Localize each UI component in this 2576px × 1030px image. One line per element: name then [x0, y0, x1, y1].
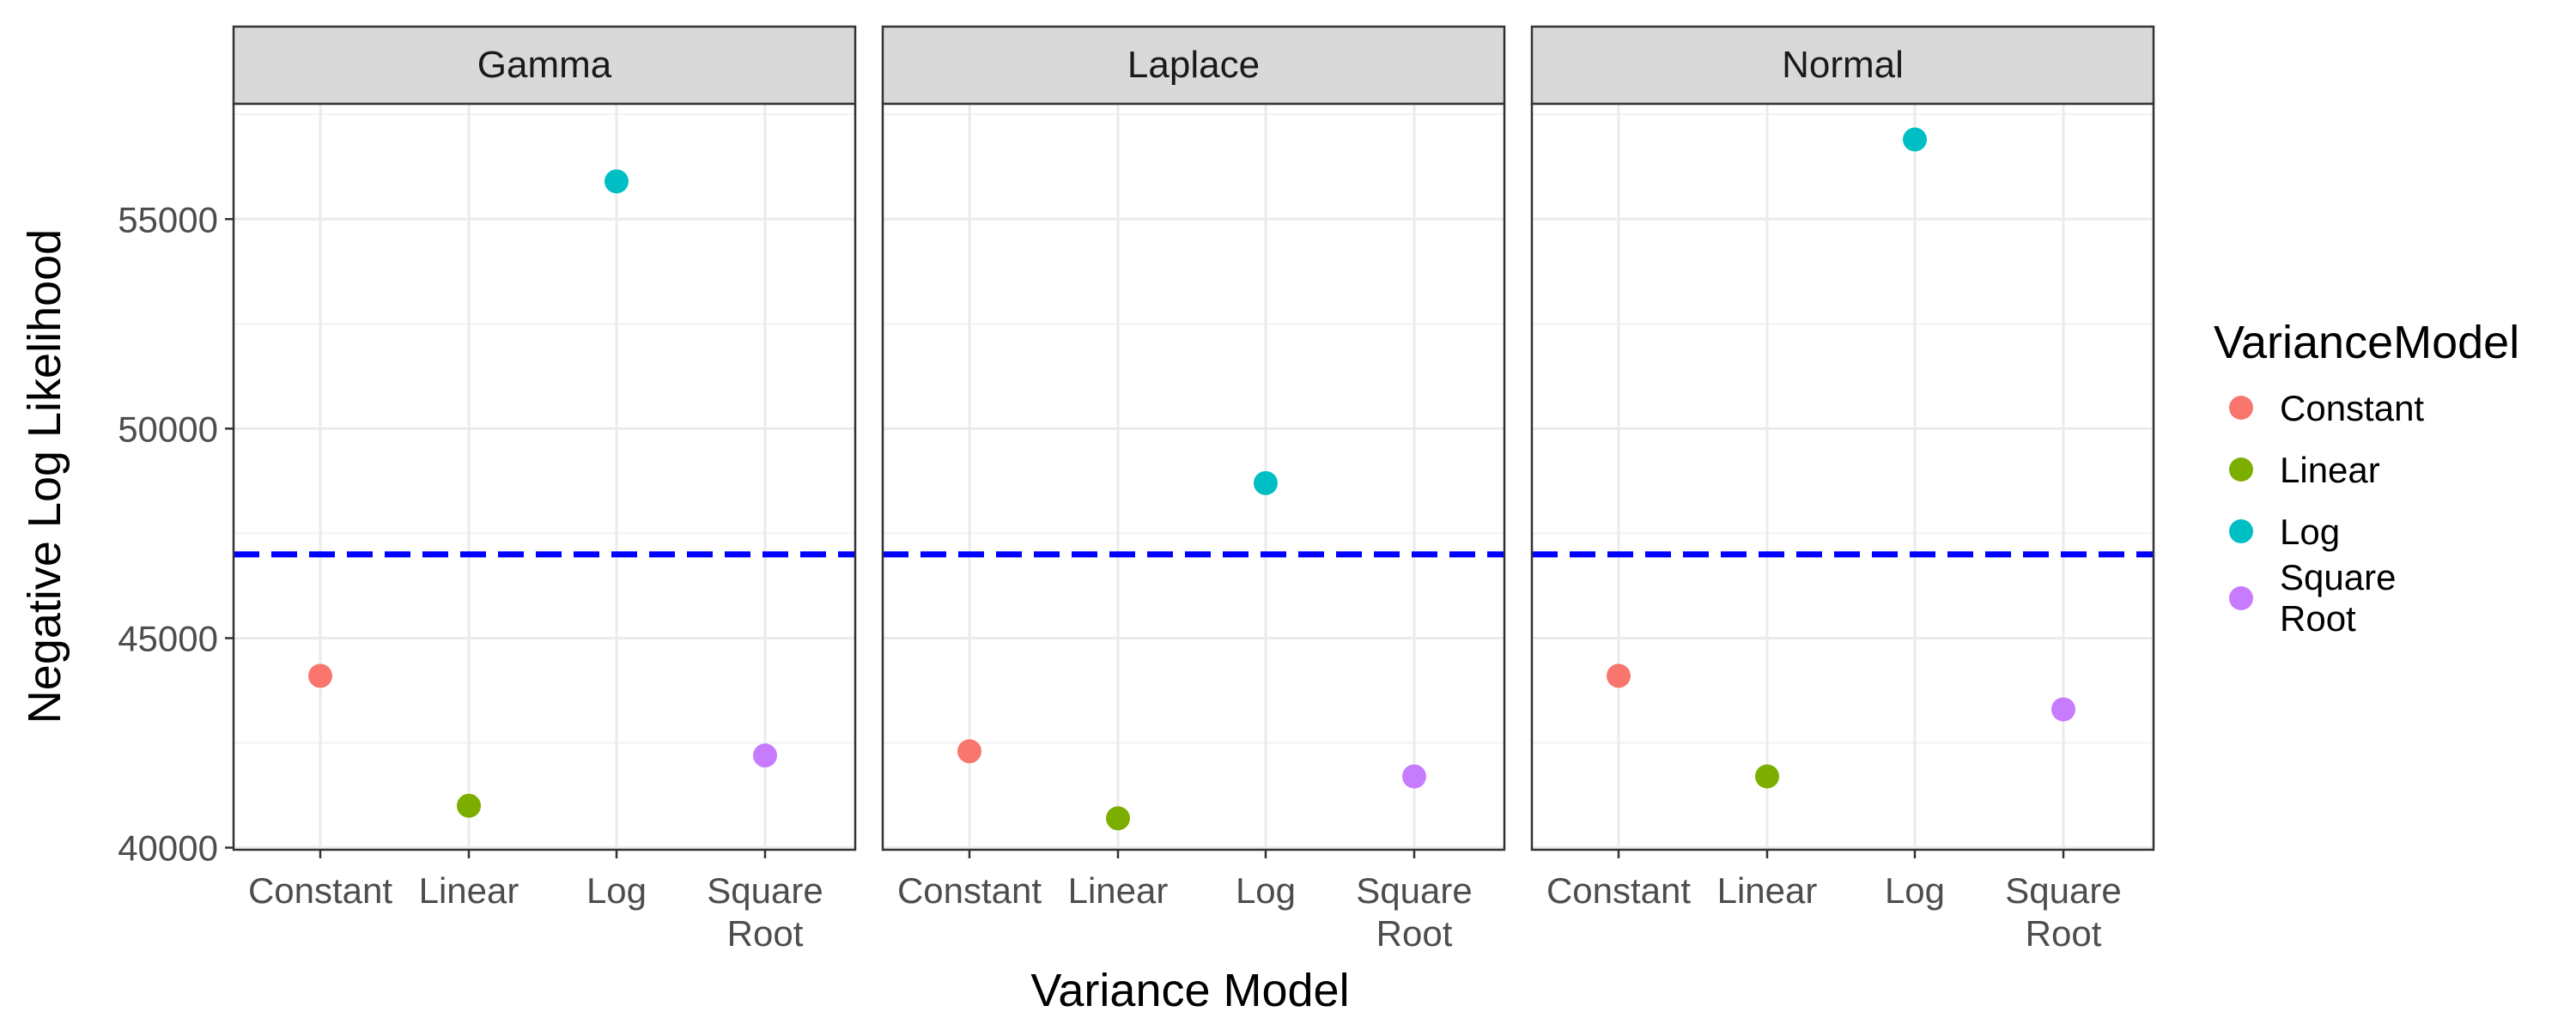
legend-key [2229, 586, 2253, 610]
x-tick-label: Linear [1068, 870, 1169, 911]
facet-panels: Gamma Constant Linear Log Square Root Laplace C… [232, 25, 2155, 954]
x-tick-label: Linear [419, 870, 519, 911]
x-tick-label: Square Root [707, 870, 823, 954]
legend-label: Log [2280, 512, 2340, 552]
panel-background [883, 104, 1504, 850]
x-tick-label: Constant [1546, 870, 1691, 911]
panel-border [232, 102, 857, 851]
data-point-constant [308, 663, 332, 688]
data-point-square-root [2051, 697, 2075, 722]
x-tick-label: Constant [248, 870, 392, 911]
panel-background [1532, 104, 2154, 850]
x-tick-label: Log [586, 870, 647, 911]
legend-label: Constant [2280, 388, 2424, 428]
legend: VarianceModel Constant Linear Log Square Roo… [2214, 317, 2519, 639]
facet-panel-normal: Normal Constant Linear Log Square Root [1530, 25, 2155, 954]
data-point-square-root [1402, 764, 1426, 789]
panel-border [1530, 102, 2155, 851]
data-point-log [605, 169, 629, 194]
facet-strip [232, 25, 857, 106]
y-tick-label: 55000 [118, 199, 218, 239]
data-point-constant [1607, 663, 1631, 688]
legend-label: Linear [2280, 450, 2380, 490]
facet-strip-label: Normal [1782, 44, 1904, 86]
data-point-log [1254, 470, 1278, 495]
x-tick-label: Constant [897, 870, 1042, 911]
facet-strip-label: Gamma [477, 44, 612, 86]
legend-item-constant: Constant [2229, 388, 2424, 428]
data-point-constant [957, 739, 981, 764]
x-tick-label: Square Root [2005, 870, 2121, 954]
data-point-linear [1755, 764, 1779, 789]
data-point-linear [1106, 806, 1130, 831]
y-tick-label: 50000 [118, 409, 218, 449]
legend-label: Square Root [2280, 557, 2396, 639]
data-point-log [1903, 127, 1927, 152]
x-tick-label: Linear [1717, 870, 1818, 911]
legend-title: VarianceModel [2214, 317, 2519, 368]
facet-strip [1530, 25, 2155, 106]
facet-strip-label: Laplace [1127, 44, 1260, 86]
panel-background [234, 104, 855, 850]
y-axis: 40000 45000 50000 55000 [118, 199, 234, 869]
data-point-square-root [753, 743, 777, 768]
x-tick-label: Log [1885, 870, 1945, 911]
legend-item-square-root: Square Root [2229, 557, 2396, 639]
y-axis-title: Negative Log Likelihood [19, 229, 70, 724]
x-tick-label: Log [1236, 870, 1296, 911]
legend-item-log: Log [2229, 512, 2340, 552]
legend-key [2229, 457, 2253, 482]
facet-panel-laplace: Laplace Constant Linear Log Square Root [881, 25, 1506, 954]
data-point-linear [457, 793, 481, 818]
y-tick-label: 40000 [118, 828, 218, 869]
legend-key [2229, 396, 2253, 420]
y-tick-label: 45000 [118, 618, 218, 658]
x-tick-label: Square Root [1356, 870, 1472, 954]
x-axis-title: Variance Model [1030, 965, 1349, 1016]
panel-border [881, 102, 1506, 851]
legend-item-linear: Linear [2229, 450, 2380, 490]
legend-key [2229, 519, 2253, 543]
facet-panel-gamma: Gamma Constant Linear Log Square Root [232, 25, 857, 954]
